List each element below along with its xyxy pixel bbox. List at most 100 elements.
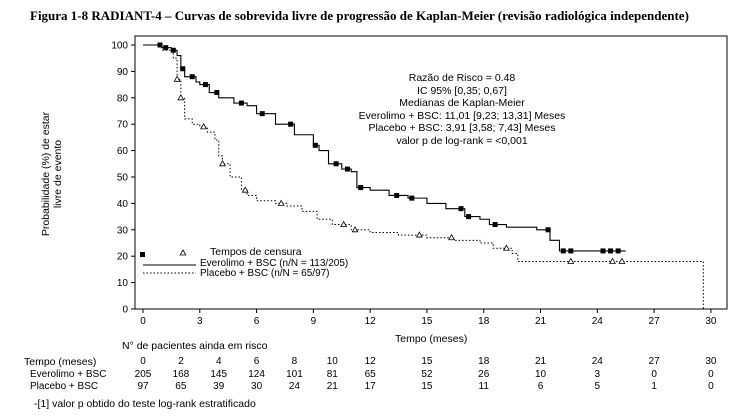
- everolimus-censor-mark: [163, 45, 169, 51]
- risk-time-cell: 18: [478, 356, 490, 367]
- legend-title: Tempos de censura: [210, 246, 302, 258]
- ci-text: IC 95% [0,35; 0,67]: [417, 84, 507, 97]
- everolimus-censor-mark: [560, 248, 566, 254]
- plot-frame: [134, 35, 728, 310]
- x-tick-label: 27: [649, 316, 661, 327]
- placebo-censor-mark: [173, 75, 181, 82]
- risk-count-cell: 24: [288, 381, 300, 392]
- risk-count-cell: 124: [248, 369, 265, 380]
- risk-count-cell: 81: [326, 369, 338, 380]
- everolimus-censor-mark: [214, 90, 220, 96]
- x-tick-label: 21: [535, 316, 547, 327]
- everolimus-censor-mark: [615, 248, 621, 254]
- y-tick-label: 30: [117, 225, 129, 236]
- x-tick-label: 0: [140, 316, 146, 327]
- placebo-censor-mark: [177, 93, 185, 101]
- y-tick-label: 80: [117, 93, 129, 104]
- placebo-censor-mark: [200, 123, 208, 130]
- placebo-censor-mark: [448, 233, 456, 241]
- statistics-annotation: Razão de Risco = 0.48 IC 95% [0,35; 0,67…: [352, 72, 572, 147]
- everolimus-censor-mark: [259, 111, 265, 117]
- everolimus-censor-mark: [492, 222, 498, 228]
- risk-time-cell: 4: [215, 356, 222, 367]
- legend-censor-triangle: [179, 249, 187, 256]
- x-tick-label: 12: [365, 316, 377, 327]
- everolimus-censor-mark: [608, 248, 614, 254]
- y-tick-label: 50: [117, 173, 129, 184]
- risk-count-cell: 101: [286, 369, 303, 380]
- risk-count-cell: 65: [364, 369, 376, 380]
- risk-time-cell: 0: [140, 356, 146, 367]
- y-tick-label: 10: [117, 278, 129, 289]
- risk-header-label: Tempo (meses): [24, 356, 97, 368]
- risk-count-cell: 21: [326, 381, 338, 392]
- risk-time-cell: 8: [291, 356, 298, 367]
- everolimus-censor-mark: [409, 195, 415, 201]
- everolimus-censor-mark: [288, 121, 294, 127]
- risk-count-cell: 26: [478, 369, 490, 380]
- y-tick-label: 100: [111, 41, 128, 52]
- everolimus-censor-mark: [238, 100, 244, 106]
- legend-censor-square: [140, 252, 145, 257]
- everolimus-censor-mark: [157, 42, 163, 48]
- risk-time-cell: 2: [178, 356, 184, 367]
- risk-row-label-everolimus: Everolimo + BSC: [30, 369, 107, 380]
- everolimus-censor-mark: [180, 66, 186, 72]
- x-axis-label: Tempo (meses): [395, 333, 468, 345]
- everolimus-censor-mark: [394, 192, 400, 198]
- everolimus-censor-mark: [458, 206, 464, 212]
- placebo-censor-mark: [502, 244, 510, 251]
- legend-entry-everolimus: Everolimo + BSC (n/N = 113/205): [200, 258, 349, 269]
- figure-title: Figura 1-8 RADIANT-4 – Curvas de sobrevi…: [30, 8, 689, 23]
- everolimus-curve: [143, 44, 626, 252]
- risk-count-cell: 52: [421, 369, 433, 380]
- risk-count-cell: 205: [134, 369, 152, 380]
- medians-heading: Medianas de Kaplan-Meier: [399, 97, 525, 109]
- risk-count-cell: 15: [421, 381, 433, 392]
- y-tick-label: 0: [122, 305, 128, 316]
- risk-time-cell: 10: [326, 356, 338, 367]
- placebo-curve: [143, 44, 704, 309]
- risk-row-label-placebo: Placebo + BSC: [30, 381, 99, 392]
- x-tick-label: 18: [478, 316, 490, 327]
- everolimus-censor-mark: [202, 82, 208, 88]
- y-tick-label: 70: [117, 120, 129, 131]
- risk-time-cell: 6: [253, 356, 260, 367]
- y-tick-label: 20: [117, 252, 129, 263]
- risk-table-title: N° de pacientes ainda em risco: [122, 340, 268, 352]
- risk-time-cell: 15: [421, 356, 433, 367]
- x-tick-label: 3: [197, 316, 203, 327]
- placebo-median-text: Placebo + BSC: 3,91 [3,58; 7,43] Meses: [368, 122, 556, 134]
- placebo-censor-mark: [618, 257, 626, 264]
- placebo-censor-mark: [340, 220, 348, 227]
- legend-entry-placebo: Placebo + BSC (n/N = 65/97): [200, 268, 330, 279]
- y-axis-label: Probabilidade (%) de estar livre de even…: [40, 111, 64, 237]
- risk-time-cell: 21: [534, 356, 547, 367]
- x-tick-label: 9: [311, 316, 317, 327]
- placebo-censor-mark: [351, 225, 359, 233]
- risk-count-cell: 65: [175, 381, 187, 392]
- everolimus-censor-mark: [189, 74, 195, 80]
- everolimus-censor-mark: [466, 214, 472, 220]
- x-tick-label: 6: [254, 316, 260, 327]
- risk-time-cell: 30: [705, 356, 717, 367]
- footnote: -[1] valor p obtido do teste log-rank es…: [34, 398, 256, 410]
- everolimus-censor-mark: [333, 161, 339, 167]
- risk-count-cell: 17: [364, 381, 376, 392]
- x-tick-label: 15: [421, 316, 433, 327]
- hazard-ratio-text: Razão de Risco = 0.48: [408, 72, 516, 84]
- risk-count-cell: 0: [708, 369, 714, 380]
- risk-count-cell: 145: [210, 369, 228, 380]
- placebo-censor-mark: [277, 199, 285, 206]
- everolimus-censor-mark: [600, 248, 606, 254]
- placebo-censor-mark: [219, 159, 226, 167]
- risk-count-cell: 11: [478, 381, 489, 392]
- placebo-censor-mark: [415, 231, 423, 238]
- risk-count-cell: 0: [708, 381, 714, 392]
- risk-count-cell: 1: [651, 381, 657, 392]
- risk-count-cell: 10: [534, 369, 547, 380]
- risk-time-cell: 24: [591, 356, 603, 367]
- risk-count-cell: 97: [137, 381, 149, 392]
- x-tick-label: 30: [705, 316, 717, 327]
